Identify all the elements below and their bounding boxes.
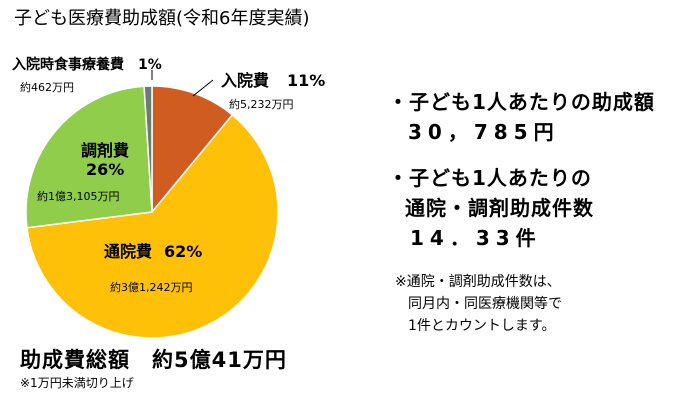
- cases-title-1: ・子ども1人あたりの: [388, 166, 592, 190]
- footnote-line-2: 同月内・同医療機関等で: [408, 296, 562, 312]
- slice-name-pharmacy: 調剤費: [81, 141, 130, 160]
- leader-line-inpatient: [192, 79, 214, 97]
- slice-label-inpatient: 入院費 11%: [221, 71, 326, 90]
- pie-slice-pharmacy: [25, 85, 153, 229]
- slice-percent-pharmacy: 26%: [86, 160, 125, 179]
- pie-slice-inpatient: [151, 85, 234, 215]
- slice-label-outpatient: 通院費 62%: [104, 242, 203, 261]
- slice-label-meal: 入院時食事療養費 1%: [12, 57, 162, 73]
- slice-amount-meal: 約462万円: [20, 81, 74, 94]
- slice-amount-outpatient: 約3億1,242万円: [110, 281, 193, 294]
- footnote-line-3: 1件とカウントします。: [408, 318, 556, 334]
- pie-slice-meal: [143, 85, 153, 213]
- slice-amount-inpatient: 約5,232万円: [229, 98, 294, 111]
- total-note: ※1万円未満切り上げ: [20, 376, 134, 390]
- per-child-title: ・子ども1人あたりの助成額: [388, 90, 655, 114]
- total-amount: 助成費総額 約5億41万円: [20, 348, 287, 372]
- per-child-value: 30，785円: [408, 120, 560, 144]
- pie-slices: [25, 85, 279, 339]
- cases-title-2: 通院・調剤助成件数: [405, 196, 594, 220]
- cases-value: 14．33件: [410, 226, 542, 250]
- footnote-line-1: ※通院・調剤助成件数は、: [395, 274, 561, 290]
- pie-slice-outpatient: [26, 113, 279, 339]
- page-title: 子ども医療費助成額(令和6年度実績): [14, 8, 310, 29]
- slice-amount-pharmacy: 約1億3,105万円: [37, 190, 120, 203]
